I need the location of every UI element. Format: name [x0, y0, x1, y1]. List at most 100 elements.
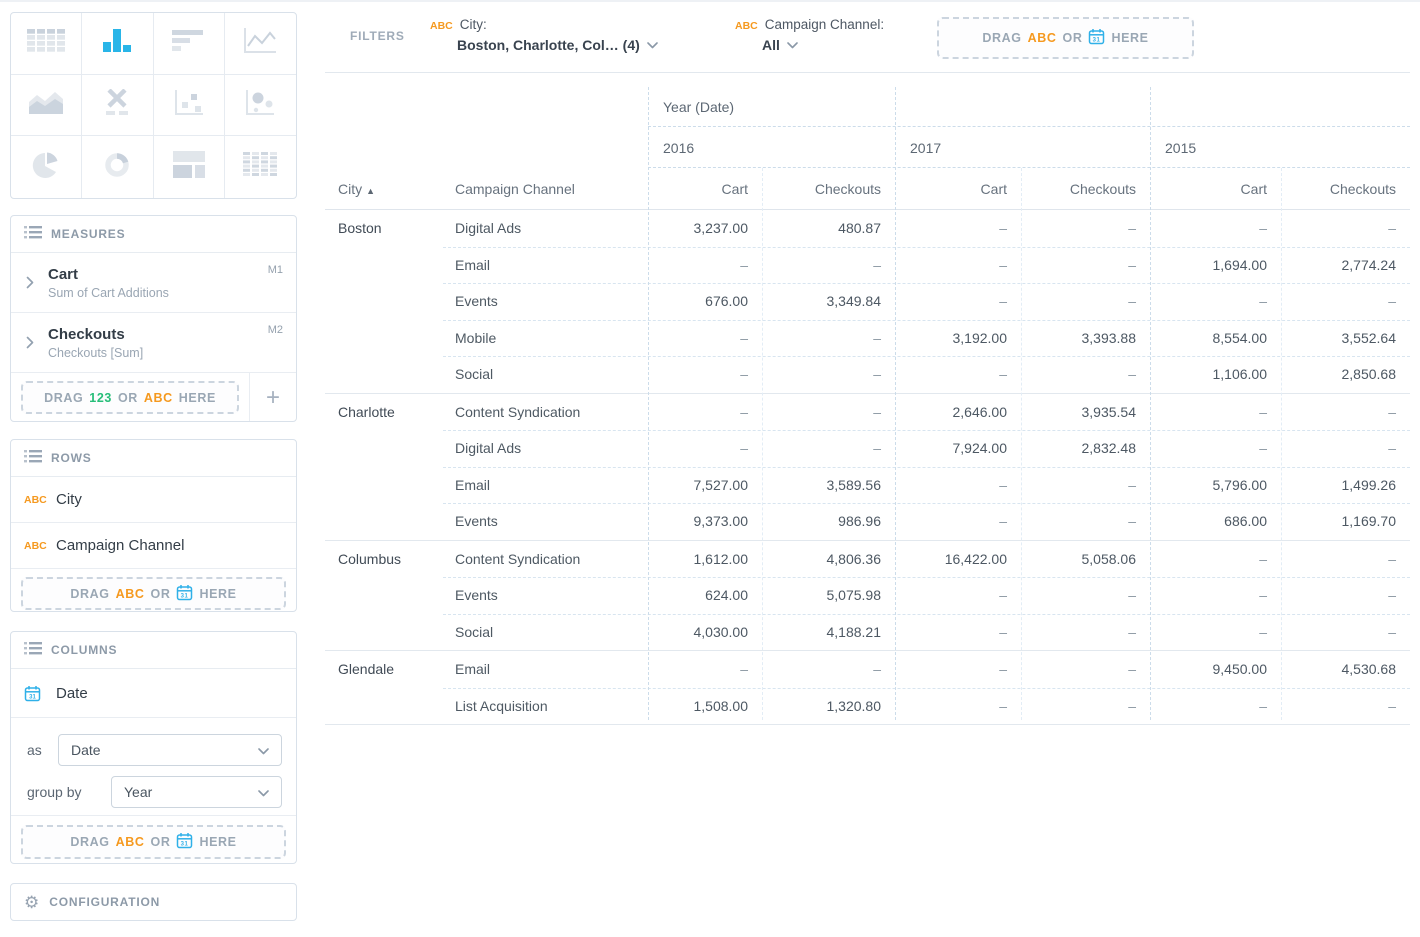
drag-token: HERE: [178, 390, 216, 405]
city-group-boston: Boston Digital Ads 3,237.00 480.87– – – – Email…: [325, 210, 1410, 394]
chart-type-bar-chart[interactable]: [82, 13, 154, 75]
value-cell: 4,030.00: [693, 623, 749, 640]
drag-token: ABC: [115, 586, 145, 601]
value-cell: 9,373.00: [693, 513, 749, 530]
measure-item-checkouts[interactable]: Checkouts Checkouts [Sum] M2: [11, 313, 296, 373]
chart-type-pivot-table[interactable]: [225, 136, 296, 198]
svg-text:31: 31: [1093, 38, 1101, 44]
rows-header: ROWS: [11, 440, 296, 477]
group-by-label: group by: [27, 784, 82, 800]
drag-token: DRAG: [44, 390, 84, 405]
as-select[interactable]: Date: [58, 734, 282, 766]
chevron-down-icon: [258, 742, 269, 758]
channel-cell: Social: [455, 366, 494, 383]
group-by-select[interactable]: Year: [111, 776, 282, 808]
column-header-2017-checkouts[interactable]: Checkouts: [1069, 180, 1136, 197]
columns-dropzone[interactable]: DRAG ABC OR 31 HERE: [21, 825, 286, 859]
table-row: Digital Ads – – 7,924.00 2,832.48 – –: [325, 430, 1410, 467]
table-row: Email – – – – 1,694.00 2,774.24: [325, 246, 1410, 284]
abc-badge: ABC: [24, 539, 47, 552]
value-cell: 3,935.54: [1081, 403, 1137, 420]
value-cell: –: [740, 329, 748, 346]
row-field-campaign-channel[interactable]: ABC Campaign Channel: [11, 523, 296, 569]
city-sort-header[interactable]: City ▲: [325, 181, 455, 197]
measures-panel: MEASURES Cart Sum of Cart Additions M1 Chec…: [10, 215, 297, 422]
chart-type-line-chart[interactable]: [224, 13, 296, 75]
filter-value-dropdown[interactable]: All: [762, 36, 884, 54]
table-icon: [27, 29, 66, 57]
main-area: FILTERS ABC City: Boston, Charlotte, Col… …: [325, 2, 1410, 937]
year-header-2017: 2017: [910, 139, 942, 156]
value-cell: –: [1259, 623, 1267, 640]
city-header-label: City: [338, 180, 363, 197]
value-cell: –: [740, 440, 748, 457]
configuration-label: CONFIGURATION: [49, 895, 161, 909]
value-cell: 3,237.00: [693, 220, 749, 237]
value-cell: –: [1128, 661, 1136, 678]
channel-cell: Content Syndication: [455, 403, 581, 420]
column-header-2016-cart[interactable]: Cart: [721, 180, 748, 197]
chart-type-x-axis[interactable]: [82, 74, 154, 137]
value-cell: –: [740, 256, 748, 273]
chart-type-horizontal-bar-chart[interactable]: [153, 13, 225, 75]
group-by-select-value: Year: [124, 784, 153, 800]
channel-cell: Events: [455, 587, 498, 604]
value-cell: 5,075.98: [826, 587, 882, 604]
column-header-2015-cart[interactable]: Cart: [1240, 180, 1267, 197]
filters-dropzone[interactable]: DRAG ABC OR 31 HERE: [937, 17, 1194, 59]
chart-type-treemap[interactable]: [154, 136, 225, 198]
chart-type-table[interactable]: [11, 13, 83, 75]
value-cell: 1,612.00: [693, 550, 749, 567]
chevron-down-icon: [787, 36, 798, 54]
measure-badge: M1: [267, 264, 283, 276]
chart-type-bubble-chart[interactable]: [224, 75, 296, 137]
value-cell: 1,106.00: [1212, 366, 1268, 383]
add-measure-button[interactable]: +: [249, 373, 296, 421]
area-chart-icon: [28, 89, 64, 120]
donut-chart-icon: [103, 151, 131, 184]
value-cell: –: [999, 661, 1007, 678]
value-cell: –: [873, 661, 881, 678]
measures-dropzone[interactable]: DRAG 123 OR ABC HERE: [21, 381, 239, 414]
column-header-2016-checkouts[interactable]: Checkouts: [814, 180, 881, 197]
filter-item-2: ABC Campaign Channel: All: [735, 17, 884, 54]
bar-chart-icon: [100, 28, 134, 58]
filter-value: All: [762, 37, 780, 53]
value-cell: –: [1259, 550, 1267, 567]
bubble-chart-icon: [245, 89, 275, 121]
chevron-down-icon: [646, 36, 658, 54]
year-header-row: 2016 2017 2015: [325, 127, 1410, 168]
value-cell: –: [1388, 587, 1396, 604]
value-cell: 4,530.68: [1341, 661, 1397, 678]
chart-type-pie-chart[interactable]: [11, 136, 83, 198]
configuration-button[interactable]: ⚙ CONFIGURATION: [10, 883, 297, 921]
channel-cell: Events: [455, 513, 498, 530]
value-cell: 1,499.26: [1341, 476, 1397, 493]
campaign-channel-header[interactable]: Campaign Channel: [455, 180, 575, 197]
measure-item-cart[interactable]: Cart Sum of Cart Additions M1: [11, 253, 296, 313]
columns-field-date[interactable]: 31 Date: [11, 669, 296, 718]
pivot-table: Year (Date) 2016 2017 2015 City ▲ Campaign C…: [325, 87, 1410, 725]
city-group-columbus: Columbus Content Syndication 1,612.00 4,806…: [325, 541, 1410, 651]
value-cell: –: [873, 440, 881, 457]
value-cell: 4,806.36: [826, 550, 882, 567]
column-header-2017-cart[interactable]: Cart: [980, 180, 1007, 197]
value-cell: –: [873, 403, 881, 420]
value-cell: 1,694.00: [1212, 256, 1268, 273]
value-cell: 3,552.64: [1341, 329, 1397, 346]
chevron-down-icon: [258, 784, 269, 800]
row-field-city[interactable]: ABC City: [11, 477, 296, 523]
value-cell: –: [1128, 587, 1136, 604]
filter-value-dropdown[interactable]: Boston, Charlotte, Col… (4): [457, 36, 658, 54]
value-cell: –: [873, 366, 881, 383]
columns-panel: COLUMNS 31 Date as Date group by Year DR…: [10, 631, 297, 864]
chart-type-scatter-plot[interactable]: [153, 74, 225, 137]
rows-dropzone[interactable]: DRAG ABC OR 31 HERE: [21, 577, 286, 610]
chart-type-area-chart[interactable]: [11, 74, 83, 137]
value-cell: –: [999, 220, 1007, 237]
value-cell: –: [999, 587, 1007, 604]
svg-text:31: 31: [29, 694, 36, 700]
column-header-2015-checkouts[interactable]: Checkouts: [1329, 180, 1396, 197]
chart-type-donut-chart[interactable]: [82, 136, 154, 198]
drag-token: OR: [150, 586, 171, 601]
